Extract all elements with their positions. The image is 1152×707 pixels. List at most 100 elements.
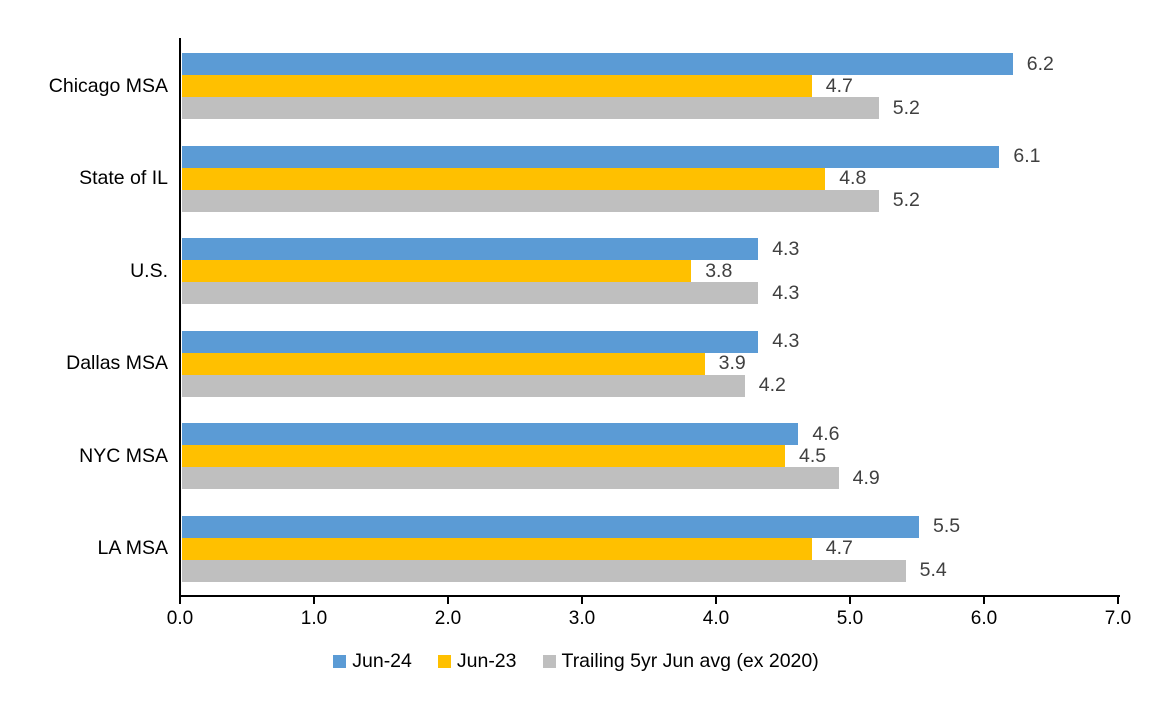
bar-line: 5.2 <box>182 189 1152 212</box>
legend-label: Jun-23 <box>456 650 517 672</box>
plot-area: Chicago MSA 6.2 4.7 5.2 State of IL 6.1 4.8 5.2… <box>0 40 1152 595</box>
bar-jun-24 <box>182 238 759 261</box>
bar-value-label: 4.8 <box>839 167 867 190</box>
bar-line: 4.6 <box>182 422 1152 446</box>
category-label: Chicago MSA <box>48 74 168 97</box>
bar-value-label: 5.2 <box>892 189 920 212</box>
bar-jun-23 <box>182 167 826 190</box>
x-axis-tick <box>983 597 985 604</box>
category-group-row: Chicago MSA 6.2 4.7 5.2 <box>0 40 1152 133</box>
bars-cell: 4.3 3.8 4.3 <box>182 225 1152 318</box>
bar-value-label: 3.8 <box>705 259 733 282</box>
bar-trailing-5yr-jun-avg-ex-2020- <box>182 189 879 212</box>
bar-value-label: 4.9 <box>852 466 880 489</box>
x-axis-tick-label: 0.0 <box>166 608 194 629</box>
bar-jun-23 <box>182 445 785 468</box>
bars-cell: 6.2 4.7 5.2 <box>182 40 1152 133</box>
x-axis-tick-label: 5.0 <box>836 608 864 629</box>
x-axis-tick <box>179 597 181 604</box>
bar-jun-23 <box>182 352 705 375</box>
x-axis-tick-label: 1.0 <box>300 608 328 629</box>
legend-item-trailing-5yr-jun-avg-ex-2020-: Trailing 5yr Jun avg (ex 2020) <box>542 650 819 673</box>
legend: Jun-24 Jun-23 Trailing 5yr Jun avg (ex 202… <box>0 650 1152 673</box>
category-label: NYC MSA <box>79 444 168 467</box>
category-label: U.S. <box>130 259 168 282</box>
bar-line: 3.9 <box>182 352 1152 375</box>
bar-trailing-5yr-jun-avg-ex-2020- <box>182 467 839 490</box>
bar-trailing-5yr-jun-avg-ex-2020- <box>182 559 906 582</box>
bar-trailing-5yr-jun-avg-ex-2020- <box>182 97 879 120</box>
x-axis-tick <box>1117 597 1119 604</box>
bars-cell: 6.1 4.8 5.2 <box>182 133 1152 226</box>
bar-value-label: 5.5 <box>933 515 961 538</box>
bar-value-label: 6.1 <box>1013 145 1041 168</box>
legend-swatch-icon <box>542 655 556 668</box>
category-group-row: U.S. 4.3 3.8 4.3 <box>0 225 1152 318</box>
bar-line: 5.5 <box>182 515 1152 538</box>
bar-trailing-5yr-jun-avg-ex-2020- <box>182 282 759 305</box>
bars-cell: 5.5 4.7 5.4 <box>182 503 1152 596</box>
bar-value-label: 4.5 <box>799 444 827 467</box>
category-group-row: State of IL 6.1 4.8 5.2 <box>0 133 1152 226</box>
bar-trailing-5yr-jun-avg-ex-2020- <box>182 374 745 397</box>
y-axis-line <box>179 38 181 597</box>
category-label: Dallas MSA <box>66 352 168 375</box>
bar-jun-23 <box>182 537 812 560</box>
bar-value-label: 4.7 <box>825 537 853 560</box>
bar-value-label: 6.2 <box>1026 52 1054 75</box>
x-axis-tick-label: 6.0 <box>970 608 998 629</box>
bar-line: 5.2 <box>182 96 1152 120</box>
legend-label: Trailing 5yr Jun avg (ex 2020) <box>561 650 819 672</box>
category-label: LA MSA <box>97 537 168 560</box>
x-axis-tick-label: 2.0 <box>434 608 462 629</box>
bar-value-label: 4.3 <box>772 237 800 260</box>
bar-line: 4.2 <box>182 374 1152 397</box>
bar-line: 6.1 <box>182 145 1152 168</box>
x-axis-tick <box>313 597 315 604</box>
bar-line: 6.2 <box>182 52 1152 76</box>
bar-value-label: 3.9 <box>718 352 746 375</box>
bar-value-label: 4.2 <box>758 374 786 397</box>
x-axis-tick-label: 3.0 <box>568 608 596 629</box>
bar-line: 4.5 <box>182 444 1152 468</box>
bar-jun-23 <box>182 75 812 98</box>
bar-value-label: 4.7 <box>825 74 853 97</box>
x-axis-tick <box>447 597 449 604</box>
bar-line: 4.9 <box>182 466 1152 490</box>
category-group-row: LA MSA 5.5 4.7 5.4 <box>0 503 1152 596</box>
bar-value-label: 5.4 <box>919 559 947 582</box>
x-axis-tick <box>715 597 717 604</box>
bar-line: 4.3 <box>182 330 1152 353</box>
x-axis-tick <box>581 597 583 604</box>
bar-jun-24 <box>182 330 759 353</box>
bar-line: 4.7 <box>182 74 1152 98</box>
legend-label: Jun-24 <box>352 650 412 672</box>
bar-jun-24 <box>182 423 799 446</box>
legend-item-jun-24: Jun-24 <box>333 650 412 673</box>
bar-line: 4.8 <box>182 167 1152 190</box>
bar-value-label: 5.2 <box>892 96 920 119</box>
bar-line: 4.3 <box>182 237 1152 261</box>
bar-value-label: 4.3 <box>772 330 800 353</box>
bar-jun-24 <box>182 145 1000 168</box>
bar-line: 4.3 <box>182 281 1152 305</box>
bar-line: 3.8 <box>182 259 1152 283</box>
bar-jun-23 <box>182 260 692 283</box>
bar-jun-24 <box>182 53 1013 76</box>
category-group-row: Dallas MSA 4.3 3.9 4.2 <box>0 318 1152 411</box>
bar-line: 5.4 <box>182 559 1152 582</box>
bars-cell: 4.6 4.5 4.9 <box>182 410 1152 503</box>
x-axis-tick-label: 4.0 <box>702 608 730 629</box>
bar-jun-24 <box>182 515 919 538</box>
category-label: State of IL <box>79 167 168 190</box>
bar-value-label: 4.6 <box>812 422 840 445</box>
bar-line: 4.7 <box>182 537 1152 560</box>
bars-cell: 4.3 3.9 4.2 <box>182 318 1152 411</box>
category-group-row: NYC MSA 4.6 4.5 4.9 <box>0 410 1152 503</box>
legend-item-jun-23: Jun-23 <box>437 650 517 673</box>
legend-swatch-icon <box>437 655 451 668</box>
x-axis-line <box>179 595 1120 597</box>
legend-swatch-icon <box>333 655 347 668</box>
bar-value-label: 4.3 <box>772 281 800 304</box>
